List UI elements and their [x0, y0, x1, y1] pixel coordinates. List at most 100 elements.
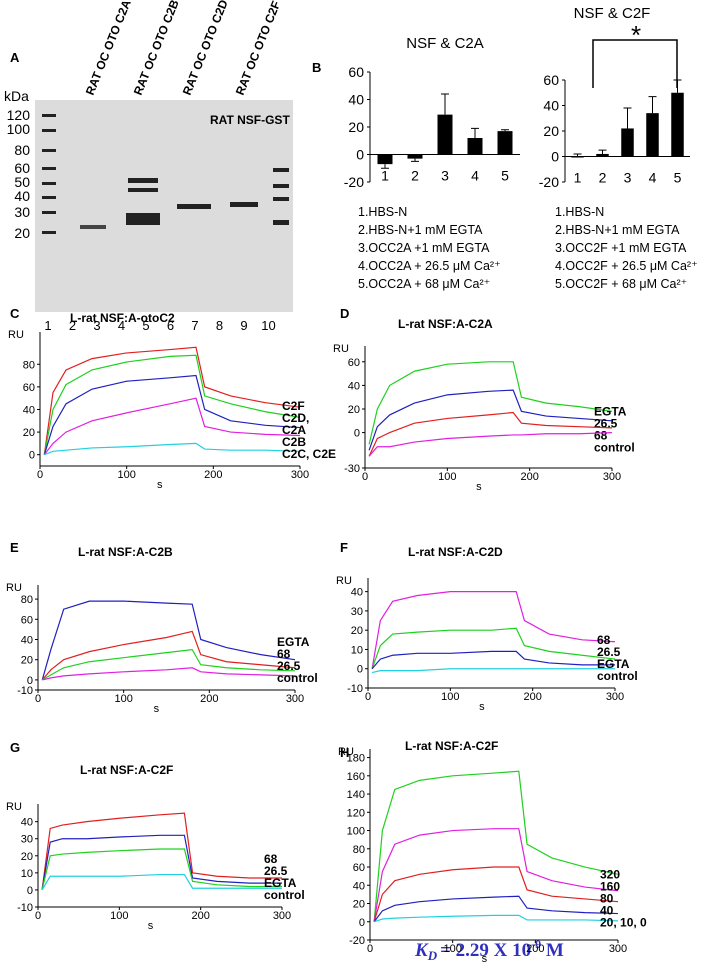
x-tick-label: 4 [471, 168, 479, 184]
x-axis-label: s [476, 481, 482, 493]
y-tick-label: 0 [29, 450, 35, 462]
marker-label: 60 [14, 160, 30, 176]
lane-label: RAT OC OTO C2A [83, 0, 134, 97]
sensorgram-line [43, 346, 301, 455]
y-tick-label: -20 [349, 935, 365, 947]
note: 2.HBS-N+1 mM EGTA [358, 223, 483, 237]
sensorgram-line [373, 828, 619, 922]
x-tick-label: 5 [501, 168, 509, 184]
x-tick-label: 300 [603, 471, 621, 483]
x-tick-label: 300 [286, 693, 304, 705]
y-tick-label: 60 [353, 862, 365, 874]
y-tick-label: 20 [351, 625, 363, 637]
footer-exponent: -9 [531, 937, 541, 951]
x-tick-label: 3 [624, 170, 632, 186]
lane-number: 9 [240, 318, 247, 333]
sensorgram-line [371, 627, 616, 669]
lane-number: 1 [44, 318, 51, 333]
y-tick-label: 160 [347, 771, 365, 783]
bar [497, 131, 513, 155]
chart-title: L-rat NSF:A-C2D [408, 545, 503, 559]
series-label: 68 [597, 633, 611, 647]
x-tick-label: 0 [35, 910, 41, 922]
sensorgram-line [43, 397, 301, 456]
footer-unit: M [541, 940, 564, 961]
sensorgram-line [368, 361, 613, 445]
sensorgram-line [41, 648, 296, 681]
y-tick-label: 20 [21, 655, 33, 667]
panel-label: G [10, 740, 20, 755]
series-label: 26.5 [264, 864, 288, 878]
y-tick-label: 0 [356, 147, 364, 163]
series-label: 320 [600, 867, 620, 881]
panel-label: C [10, 306, 20, 321]
y-axis-label: RU [6, 582, 22, 594]
y-tick-label: 0 [354, 428, 360, 440]
panel-label: F [340, 540, 348, 555]
x-tick-label: 300 [609, 943, 627, 955]
series-label: 160 [600, 879, 620, 893]
y-tick-label: 80 [23, 359, 35, 371]
panel-label: A [10, 50, 20, 65]
y-tick-label: 0 [27, 675, 33, 687]
footer-subscript: D [427, 948, 438, 963]
y-tick-label: 40 [348, 380, 360, 392]
x-tick-label: 100 [441, 691, 459, 703]
x-tick-label: 200 [191, 910, 209, 922]
note: 5.OCC2A + 68 μM Ca²⁺ [358, 277, 490, 291]
sensorgram-line [41, 873, 282, 891]
chart-title: NSF & C2A [406, 35, 484, 52]
marker-label: 80 [14, 142, 30, 158]
x-axis-label: s [148, 920, 154, 932]
sensorgram-line [368, 411, 613, 457]
annotation: * [631, 20, 641, 50]
y-tick-label: -20 [539, 174, 559, 190]
series-label: 26.5 [277, 659, 301, 673]
series-label: C2A [282, 423, 306, 437]
x-tick-label: 300 [606, 691, 624, 703]
x-tick-label: 1 [574, 170, 582, 186]
unit-label: kDa [4, 88, 29, 104]
marker-label: 20 [14, 225, 30, 241]
y-tick-label: 60 [21, 614, 33, 626]
error-bar [673, 79, 682, 93]
x-tick-label: 100 [110, 910, 128, 922]
footer: KD = 2.29 X 10-9 M [414, 937, 564, 963]
panel-label: E [10, 540, 19, 555]
y-tick-label: 30 [351, 606, 363, 618]
x-axis-label: s [157, 479, 163, 491]
series-label: control [264, 888, 305, 902]
x-tick-label: 3 [441, 168, 449, 184]
sensorgram-line [373, 866, 619, 922]
y-tick-label: -30 [344, 463, 360, 475]
x-tick-label: 200 [520, 471, 538, 483]
y-tick-label: 180 [347, 753, 365, 765]
chart-title: NSF & C2F [574, 5, 651, 22]
note: 1.HBS-N [358, 205, 407, 219]
sensorgram-line [42, 667, 296, 681]
y-tick-label: 40 [351, 587, 363, 599]
x-tick-label: 200 [526, 943, 544, 955]
chart-title: L-rat NSF:A-C2B [78, 545, 173, 559]
y-tick-label: -20 [344, 174, 364, 190]
x-tick-label: 0 [367, 943, 373, 955]
lane-number: 3 [93, 318, 100, 333]
error-bar [411, 158, 419, 162]
x-tick-label: 2 [411, 168, 419, 184]
y-tick-label: 20 [348, 404, 360, 416]
series-label: C2B [282, 435, 306, 449]
sensorgram-line [371, 668, 615, 674]
note: 1.HBS-N [555, 205, 604, 219]
y-tick-label: 40 [353, 880, 365, 892]
error-bar [441, 93, 449, 115]
y-tick-label: 0 [551, 149, 559, 165]
panel-label: B [312, 60, 321, 75]
y-tick-label: 20 [543, 123, 559, 139]
y-tick-label: 20 [21, 851, 33, 863]
sensorgram-line [41, 812, 282, 891]
sensorgram-line [41, 630, 296, 681]
error-bar [573, 153, 582, 157]
lane-number: 2 [69, 318, 76, 333]
x-tick-label: 4 [649, 170, 657, 186]
